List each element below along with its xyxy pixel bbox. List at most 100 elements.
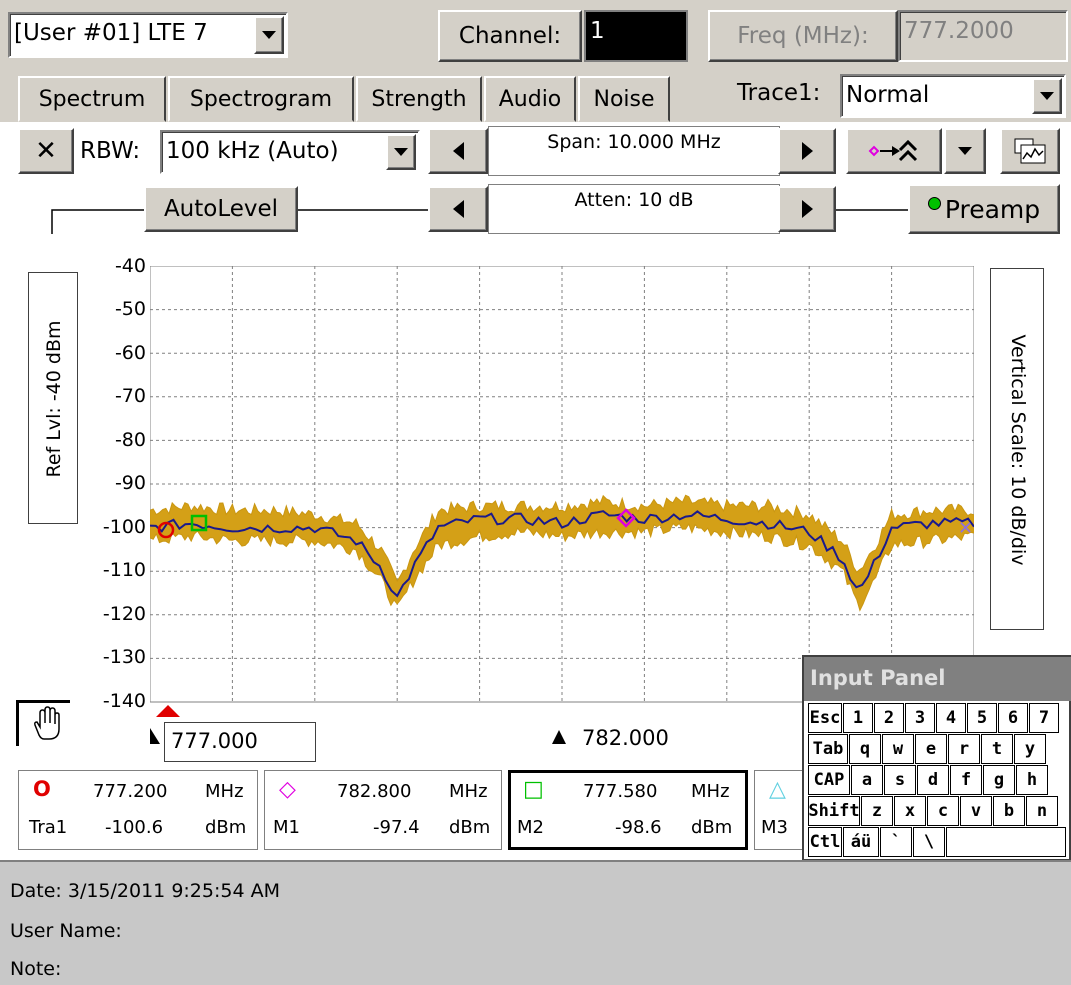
tab-spectrogram[interactable]: Spectrogram xyxy=(168,76,354,122)
preamp-label: Preamp xyxy=(944,194,1041,224)
keyboard-key[interactable]: 6 xyxy=(998,703,1028,733)
peak-search-button[interactable] xyxy=(846,128,942,174)
span-value: Span: 10.000 MHz xyxy=(547,131,721,153)
user-profile-select[interactable]: [User #01] LTE 7 xyxy=(8,12,288,58)
keyboard-key[interactable]: ` xyxy=(880,827,912,857)
marker-m2-symbol[interactable] xyxy=(190,514,208,532)
keyboard-key[interactable]: áü xyxy=(843,827,879,857)
keyboard-key[interactable]: z xyxy=(861,796,893,826)
keyboard-key[interactable]: b xyxy=(993,796,1025,826)
chevron-down-icon[interactable] xyxy=(386,134,416,170)
preamp-button[interactable]: Preamp xyxy=(908,184,1060,234)
trace-value: Normal xyxy=(846,82,930,108)
y-tick-label: -100 xyxy=(102,516,146,538)
channel-button[interactable]: Channel: xyxy=(438,10,582,62)
keyboard-key[interactable]: r xyxy=(948,734,980,764)
freq-button[interactable]: Freq (MHz): xyxy=(708,10,898,62)
keyboard-key[interactable]: a xyxy=(851,765,883,795)
keyboard-key[interactable]: x xyxy=(894,796,926,826)
marker-m3-icon: △ xyxy=(769,777,786,802)
atten-increase-button[interactable] xyxy=(778,186,836,232)
close-button[interactable]: ✕ xyxy=(18,128,74,174)
marker-m3-symbol[interactable]: ✕ xyxy=(958,518,973,539)
channel-input[interactable]: 1 xyxy=(584,10,688,62)
keyboard-key[interactable]: v xyxy=(960,796,992,826)
tab-audio[interactable]: Audio xyxy=(484,76,576,122)
peak-options-button[interactable] xyxy=(944,128,986,174)
input-panel[interactable]: Input Panel Esc 1 2 3 4 5 6 7 Tab q w e r t y CAP a s d f g h… xyxy=(802,655,1071,861)
keyboard-key[interactable]: g xyxy=(983,765,1015,795)
autolevel-button[interactable]: AutoLevel xyxy=(144,186,298,232)
marker-m1-freq-unit: MHz xyxy=(449,781,488,802)
keyboard-key[interactable]: 3 xyxy=(905,703,935,733)
marker-cell-m1[interactable]: ◇ 782.800 MHz M1 -97.4 dBm xyxy=(264,770,502,850)
freq-input[interactable]: 777.2000 xyxy=(898,10,1068,62)
keyboard-key[interactable]: t xyxy=(981,734,1013,764)
keyboard-key[interactable]: Tab xyxy=(808,734,848,764)
start-freq-field[interactable]: 777.000 xyxy=(164,722,316,762)
y-tick-label: -60 xyxy=(114,342,146,364)
ref-level-label: Ref Lvl: -40 dBm xyxy=(43,320,65,478)
keyboard-key[interactable]: \ xyxy=(913,827,945,857)
y-tick-label: -110 xyxy=(102,559,146,581)
keyboard-key[interactable]: q xyxy=(849,734,881,764)
marker-tra1-freq-unit: MHz xyxy=(205,781,244,802)
tab-spectrum[interactable]: Spectrum xyxy=(18,76,166,122)
screenshot-button[interactable] xyxy=(1000,128,1060,174)
rbw-value: 100 kHz (Auto) xyxy=(166,138,339,164)
y-tick-label: -40 xyxy=(114,255,146,277)
rbw-label: RBW: xyxy=(80,138,141,164)
toolbar-connector-lines xyxy=(51,209,908,234)
keyboard-key[interactable]: c xyxy=(927,796,959,826)
user-name-label: User Name: xyxy=(10,920,122,942)
keyboard-key[interactable]: Shift xyxy=(808,796,860,826)
hand-icon xyxy=(34,706,60,740)
keyboard-key[interactable]: 7 xyxy=(1029,703,1059,733)
pan-tool-button[interactable] xyxy=(16,700,70,746)
keyboard-key[interactable]: CAP xyxy=(808,765,850,795)
keyboard-key[interactable]: Ctl xyxy=(808,827,842,857)
marker-m1-symbol[interactable] xyxy=(616,508,636,528)
input-panel-titlebar[interactable]: Input Panel xyxy=(804,657,1071,701)
tab-noise[interactable]: Noise xyxy=(578,76,670,122)
chevron-down-icon[interactable] xyxy=(254,16,284,54)
keyboard-key-space[interactable] xyxy=(946,827,1066,857)
marker-tra1-symbol[interactable] xyxy=(157,521,175,539)
marker-m1-level: -97.4 xyxy=(373,817,420,838)
trace-line xyxy=(150,510,974,598)
marker-tra1-freq: 777.200 xyxy=(93,781,168,802)
tab-strength[interactable]: Strength xyxy=(356,76,482,122)
keyboard-key[interactable]: Esc xyxy=(808,703,842,733)
y-tick-label: -130 xyxy=(102,646,146,668)
atten-decrease-button[interactable] xyxy=(428,186,488,232)
keyboard-key[interactable]: f xyxy=(950,765,982,795)
marker-cell-m2[interactable]: □ 777.580 MHz M2 -98.6 dBm xyxy=(508,770,748,850)
rbw-select[interactable]: 100 kHz (Auto) xyxy=(160,130,420,174)
keyboard-key[interactable]: n xyxy=(1026,796,1058,826)
keyboard-key[interactable]: 5 xyxy=(967,703,997,733)
keyboard-key[interactable]: 2 xyxy=(874,703,904,733)
marker-m3-name: M3 xyxy=(761,817,788,838)
vertical-scale-box[interactable]: Vertical Scale: 10 dB/div xyxy=(990,268,1044,630)
keyboard-key[interactable]: h xyxy=(1016,765,1048,795)
keyboard-key[interactable]: y xyxy=(1014,734,1046,764)
y-tick-label: -90 xyxy=(114,472,146,494)
tab-audio-label: Audio xyxy=(498,86,562,112)
keyboard-key[interactable]: s xyxy=(884,765,916,795)
trace-select[interactable]: Normal xyxy=(840,74,1066,118)
span-decrease-button[interactable] xyxy=(428,128,488,174)
spectrum-plot[interactable]: ✕ xyxy=(150,266,974,706)
marker-m2-level: -98.6 xyxy=(615,817,662,838)
marker-m2-level-unit: dBm xyxy=(691,817,733,838)
chevron-down-icon[interactable] xyxy=(1032,78,1062,114)
marker-tra1-icon: O xyxy=(33,777,51,801)
span-increase-button[interactable] xyxy=(778,128,836,174)
vertical-scale-label: Vertical Scale: 10 dB/div xyxy=(1007,334,1029,566)
keyboard-key[interactable]: 4 xyxy=(936,703,966,733)
keyboard-key[interactable]: e xyxy=(915,734,947,764)
marker-cell-tra1[interactable]: O 777.200 MHz Tra1 -100.6 dBm xyxy=(18,770,258,850)
keyboard-key[interactable]: d xyxy=(917,765,949,795)
keyboard-key[interactable]: 1 xyxy=(843,703,873,733)
ref-level-box[interactable]: Ref Lvl: -40 dBm xyxy=(28,272,78,524)
keyboard-key[interactable]: w xyxy=(882,734,914,764)
